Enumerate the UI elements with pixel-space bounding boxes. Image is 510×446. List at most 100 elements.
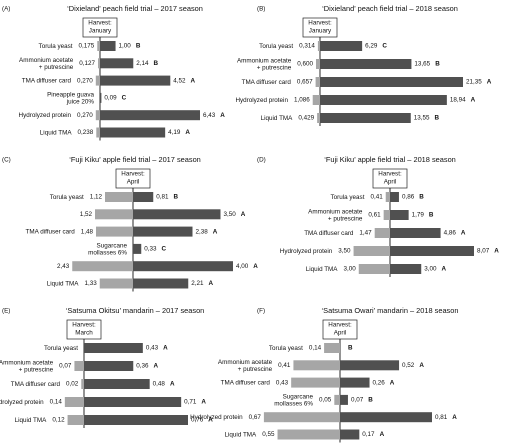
value-label: 1,52: [80, 211, 93, 218]
panel-label: (B): [257, 6, 265, 13]
value-label: 0,76: [191, 417, 204, 424]
bar-after-harvest: [100, 58, 134, 69]
significance-letter: A: [494, 248, 499, 255]
category-line: Torula yeast: [269, 345, 303, 352]
bar-before-harvest: [74, 361, 84, 371]
bar-after-harvest: [390, 192, 399, 202]
category-line: Torula yeast: [259, 43, 293, 50]
harvest-label: Harvest:: [121, 171, 145, 178]
harvest-label: January: [309, 28, 332, 35]
significance-letter: B: [136, 43, 141, 50]
harvest-label: April: [127, 179, 140, 186]
significance-letter: A: [209, 280, 214, 287]
value-label: 0,14: [50, 399, 63, 406]
value-label: 3,00: [424, 266, 437, 273]
value-label: 0,07: [59, 363, 72, 370]
category-line: Torula yeast: [331, 194, 365, 201]
bar-after-harvest: [133, 243, 142, 254]
bar-after-harvest: [100, 41, 116, 51]
bar-before-harvest: [315, 59, 320, 69]
bar-before-harvest: [72, 261, 133, 272]
category-label: Torula yeast: [39, 43, 73, 50]
value-label: 0,270: [77, 112, 93, 119]
category-label: Torula yeast: [331, 194, 365, 201]
significance-letter: B: [419, 194, 424, 201]
harvest-label: Harvest:: [308, 20, 332, 27]
panel-label: (C): [2, 157, 11, 164]
category-line: Ammonium acetate: [308, 208, 363, 215]
category-label: Torula yeast: [44, 345, 78, 352]
value-label: 2,38: [196, 228, 209, 235]
panel-label: (D): [257, 157, 266, 164]
bar-after-harvest: [340, 377, 370, 388]
harvest-label: April: [384, 179, 397, 186]
category-label: TMA diffuser card: [221, 379, 271, 386]
category-line: TMA diffuser card: [242, 79, 292, 86]
significance-letter: A: [220, 112, 225, 119]
category-line: Ammonium acetate: [237, 57, 292, 64]
significance-letter: A: [241, 211, 246, 218]
bar-after-harvest: [84, 343, 143, 353]
value-label: 0,48: [153, 381, 166, 388]
harvest-label: Harvest:: [72, 322, 96, 329]
bar-before-harvest: [374, 228, 390, 238]
category-line: TMA diffuser card: [221, 379, 271, 386]
significance-letter: A: [487, 79, 492, 86]
bar-before-harvest: [81, 379, 84, 389]
category-label: Torula yeast: [259, 43, 293, 50]
bar-after-harvest: [340, 429, 360, 440]
category-line: TMA diffuser card: [11, 381, 61, 388]
significance-letter: A: [419, 362, 424, 369]
bar-after-harvest: [320, 77, 463, 87]
significance-letter: A: [452, 414, 457, 421]
category-label: TMA diffuser card: [11, 381, 61, 388]
significance-letter: A: [154, 363, 159, 370]
significance-letter: A: [170, 381, 175, 388]
bar-after-harvest: [390, 264, 422, 274]
significance-letter: C: [162, 246, 167, 253]
value-label: 0,81: [435, 414, 448, 421]
bar-after-harvest: [133, 261, 233, 272]
category-label: Torula yeast: [269, 345, 303, 352]
value-label: 0,600: [297, 61, 313, 68]
bar-before-harvest: [97, 41, 100, 51]
value-label: 6,29: [365, 43, 378, 50]
bar-after-harvest: [133, 209, 221, 220]
value-label: 0,86: [402, 194, 415, 201]
category-label: Sugarcane mollasses 6%: [88, 242, 127, 256]
value-label: 0,52: [402, 362, 415, 369]
value-label: 3,50: [224, 211, 237, 218]
value-label: 0,36: [136, 363, 149, 370]
panel-title: ‘Fuji Kiku’ apple field trial – 2018 sea…: [324, 155, 456, 164]
value-label: 4,86: [444, 230, 457, 237]
bar-after-harvest: [84, 415, 188, 425]
category-line: Sugarcane: [97, 242, 128, 249]
value-label: 0,41: [370, 194, 383, 201]
significance-letter: B: [154, 60, 159, 67]
significance-letter: A: [163, 345, 168, 352]
category-line: Hydrolyzed protein: [190, 414, 243, 421]
category-label: Liquid TMA: [225, 431, 258, 438]
value-label: 4,19: [168, 129, 181, 136]
significance-letter: A: [380, 431, 385, 438]
value-label: 3,50: [338, 248, 351, 255]
bar-before-harvest: [317, 41, 320, 51]
category-label: Hydrolyzed protein: [280, 248, 333, 255]
bar-before-harvest: [64, 397, 84, 407]
value-label: 0,55: [262, 431, 275, 438]
category-line: TMA diffuser card: [304, 230, 354, 237]
significance-letter: B: [348, 345, 353, 352]
bar-before-harvest: [383, 210, 390, 220]
value-label: 3,00: [344, 266, 357, 273]
bar-after-harvest: [320, 113, 411, 123]
significance-letter: A: [441, 266, 446, 273]
value-label: 0,43: [276, 379, 289, 386]
significance-letter: A: [185, 129, 190, 136]
value-label: 21,35: [466, 79, 482, 86]
bar-after-harvest: [390, 246, 474, 256]
value-label: 0,26: [373, 379, 386, 386]
category-label: TMA diffuser card: [26, 228, 76, 235]
bar-after-harvest: [100, 75, 171, 86]
category-line: mollasses 6%: [274, 400, 313, 407]
harvest-label: Harvest:: [88, 20, 112, 27]
